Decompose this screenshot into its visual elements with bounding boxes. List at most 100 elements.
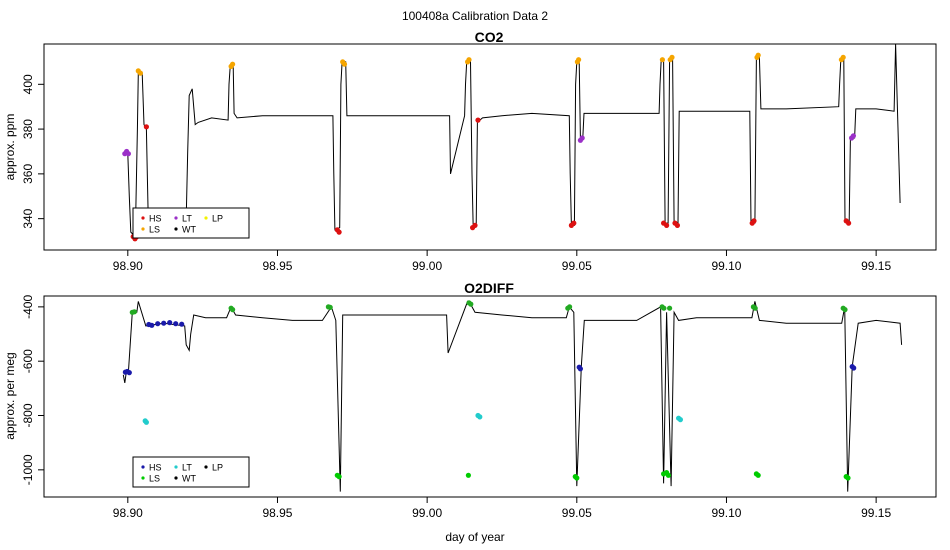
calibration-point [230, 307, 236, 313]
legend-swatch [204, 465, 208, 469]
calibration-point [336, 474, 342, 480]
x-tick-label: 99.10 [711, 259, 741, 273]
calibration-point [179, 321, 185, 327]
calibration-point [669, 54, 675, 61]
calibration-point [472, 222, 478, 228]
y-tick-label: -600 [21, 349, 35, 373]
calibration-point [167, 320, 173, 326]
calibration-point [665, 472, 672, 478]
calibration-point [674, 222, 681, 228]
legend-swatch [141, 476, 145, 480]
calibration-point [126, 370, 132, 376]
calibration-point [137, 70, 143, 76]
y-tick-label: -800 [21, 403, 35, 427]
legend-label: LT [182, 463, 192, 473]
calibration-point [468, 301, 474, 307]
o2diff-calibration-markers [122, 300, 857, 482]
calibration-point [341, 61, 348, 67]
legend-swatch [141, 465, 145, 469]
legend-swatch [141, 216, 145, 220]
calibration-point [574, 475, 580, 481]
calibration-point [851, 365, 857, 371]
calibration-point [465, 472, 471, 478]
o2diff-panel: O2DIFF approx. per meg day of year 98.90… [3, 280, 937, 544]
co2-y-axis-label: approx. ppm [3, 114, 17, 181]
x-tick-label: 99.15 [861, 506, 891, 520]
trace-line [124, 43, 901, 238]
calibration-point [155, 321, 161, 327]
x-tick-label: 99.10 [711, 506, 741, 520]
calibration-point [327, 304, 333, 310]
calibration-point [752, 305, 758, 311]
o2diff-panel-title: O2DIFF [464, 280, 514, 296]
legend-label: LS [149, 225, 160, 235]
calibration-point [577, 366, 584, 372]
calibration-point [579, 135, 585, 141]
calibration-point [755, 472, 761, 478]
calibration-point [336, 229, 342, 235]
legend-label: LP [212, 214, 223, 224]
co2-plot-frame [43, 43, 937, 251]
calibration-point [131, 309, 137, 315]
calibration-point [659, 57, 666, 63]
o2diff-y-axis: -1000 -800 -600 -400 [21, 295, 44, 485]
calibration-point [667, 305, 673, 311]
x-tick-label: 99.05 [562, 259, 592, 273]
calibration-point [230, 61, 236, 67]
x-axis-label: day of year [445, 530, 504, 544]
legend-box [132, 207, 250, 239]
o2diff-plot-frame [43, 295, 937, 498]
o2diff-x-axis: 98.90 98.95 99.00 99.05 99.10 99.15 [113, 497, 891, 520]
legend-swatch [174, 465, 178, 469]
calibration-point [567, 304, 573, 310]
calibration-point [661, 305, 667, 311]
x-tick-label: 98.90 [113, 506, 143, 520]
calibration-point [846, 220, 852, 226]
calibration-point [161, 320, 167, 326]
legend-swatch [141, 227, 145, 231]
co2-legend: HS LT LP LS WT [132, 207, 250, 239]
legend-label: LP [212, 463, 223, 473]
y-tick-label: -400 [21, 295, 35, 319]
o2diff-y-axis-label: approx. per meg [3, 352, 17, 439]
legend-swatch [174, 476, 178, 480]
y-tick-label: 340 [21, 208, 35, 228]
co2-x-axis: 98.90 98.95 99.00 99.05 99.10 99.15 [113, 250, 891, 273]
legend-swatch [204, 216, 208, 220]
legend-label: WT [182, 474, 196, 484]
calibration-point [850, 133, 857, 139]
x-tick-label: 99.00 [412, 506, 442, 520]
figure-title: 100408a Calibration Data 2 [402, 9, 548, 23]
calibration-point [576, 57, 582, 63]
calibration-point [677, 417, 684, 423]
y-tick-label: -1000 [21, 454, 35, 485]
legend-label: LT [182, 214, 192, 224]
calibration-point [173, 321, 179, 327]
legend-label: WT [182, 225, 196, 235]
y-tick-label: 400 [21, 74, 35, 94]
calibration-point [751, 218, 757, 224]
calibration-point [842, 307, 848, 313]
x-tick-label: 99.00 [412, 259, 442, 273]
co2-series [124, 43, 901, 238]
legend-swatch [174, 216, 178, 220]
x-tick-label: 98.90 [113, 259, 143, 273]
calibration-point [571, 220, 577, 226]
calibration-point [845, 475, 851, 481]
x-tick-label: 99.15 [861, 259, 891, 273]
calibration-point [664, 222, 670, 228]
legend-label: HS [149, 463, 162, 473]
calibration-point [143, 124, 149, 130]
legend-label: HS [149, 214, 162, 224]
y-tick-label: 380 [21, 119, 35, 139]
legend-box [132, 456, 250, 488]
o2diff-series [122, 300, 903, 492]
co2-panel: CO2 approx. ppm 98.90 98.95 99.00 99.05 99.1… [3, 29, 937, 273]
calibration-point [477, 414, 483, 420]
co2-panel-title: CO2 [475, 29, 504, 45]
calibration-point [466, 57, 472, 63]
calibration-point [143, 419, 149, 425]
calibration-point [125, 151, 131, 157]
calibration-point [840, 54, 846, 61]
